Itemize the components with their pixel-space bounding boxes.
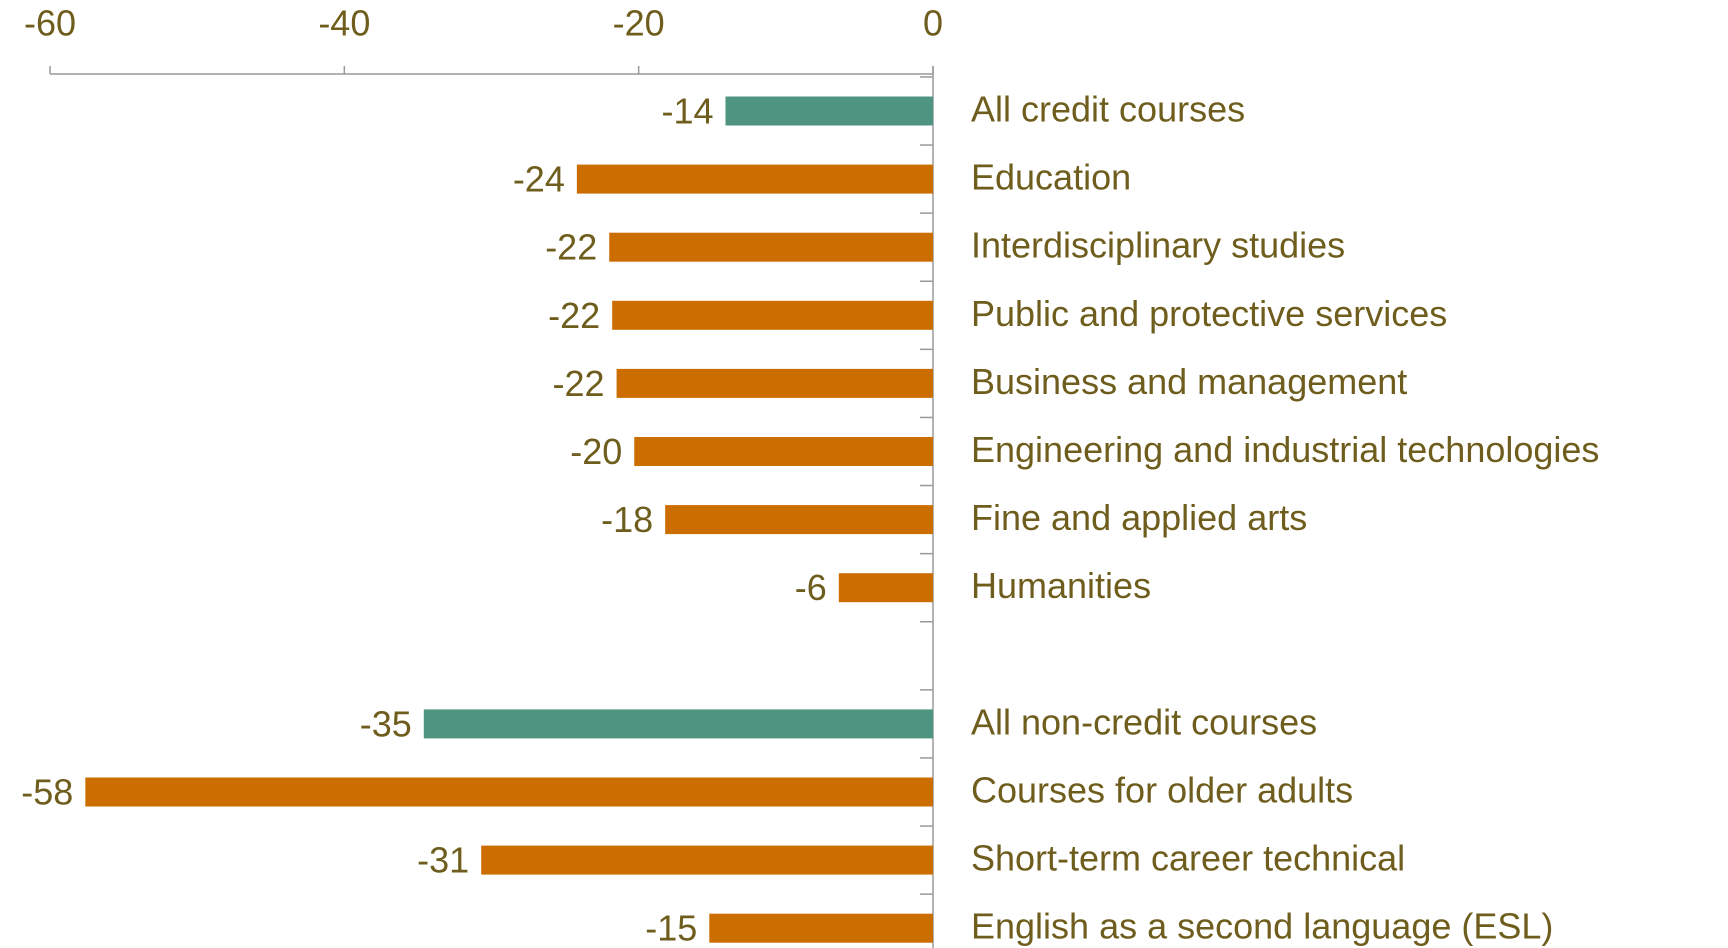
bar [665,505,933,535]
bar [612,300,933,330]
category-label: Fine and applied arts [971,497,1307,538]
category-label: Public and protective services [971,293,1447,334]
x-tick-label: -20 [613,3,665,44]
category-label: All non-credit courses [971,701,1317,742]
category-label: Courses for older adults [971,770,1353,811]
bar [481,845,933,875]
value-label: -22 [545,227,597,268]
bar [709,913,933,943]
value-label: -14 [661,91,713,132]
bar [423,709,933,739]
category-label: Interdisciplinary studies [971,225,1345,266]
category-label: English as a second language (ESL) [971,906,1553,947]
value-label: -15 [645,908,697,948]
value-label: -58 [21,772,73,813]
category-label: Education [971,157,1131,198]
value-label: -24 [513,159,565,200]
x-tick-label: -40 [318,3,370,44]
value-label: -22 [553,363,605,404]
category-label: All credit courses [971,89,1245,130]
bar [609,232,933,262]
value-label: -20 [570,431,622,472]
value-label: -6 [795,567,827,608]
bar [576,164,933,194]
bar [85,777,933,807]
category-label: Engineering and industrial technologies [971,429,1599,470]
category-label: Short-term career technical [971,838,1405,879]
x-tick-label: 0 [923,3,943,44]
category-label: Business and management [971,361,1407,402]
value-label: -22 [548,295,600,336]
bar [634,437,933,466]
category-label: Humanities [971,565,1151,606]
value-label: -18 [601,499,653,540]
value-label: -31 [417,840,469,881]
bar [725,96,933,126]
x-tick-label: -60 [24,3,76,44]
bar [838,573,933,603]
value-label: -35 [360,703,412,744]
bar [616,368,933,398]
